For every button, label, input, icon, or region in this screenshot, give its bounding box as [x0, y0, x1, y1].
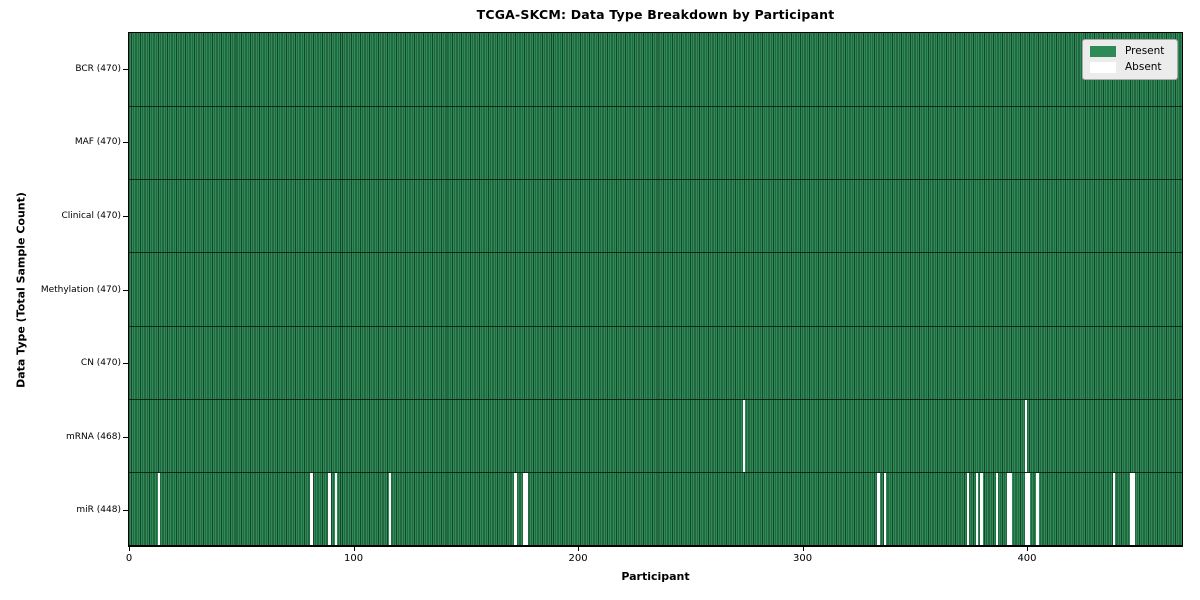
absent-stripe — [158, 472, 161, 545]
absent-stripe — [335, 472, 338, 545]
heatmap-row-Methylation — [129, 252, 1182, 325]
legend-label-absent: Absent — [1125, 61, 1162, 74]
legend-entry-absent: Absent — [1090, 62, 1169, 73]
legend-entry-present: Present — [1090, 46, 1169, 57]
absent-stripe — [877, 472, 880, 545]
heatmap-row-mRNA — [129, 398, 1182, 472]
x-axis-label: Participant — [621, 570, 690, 583]
absent-stripe — [966, 472, 970, 545]
absent-stripe — [884, 472, 887, 545]
absent-stripe — [523, 472, 526, 545]
absent-stripe — [996, 472, 999, 545]
absent-stripe — [388, 472, 392, 545]
y-tick-label: BCR (470) — [75, 63, 121, 74]
x-tick-label: 0 — [125, 553, 133, 564]
y-tick-label: MAF (470) — [74, 137, 121, 148]
y-tick-mark — [123, 68, 128, 70]
heatmap-row-MAF — [129, 106, 1182, 179]
absent-stripe — [1132, 472, 1135, 545]
absent-stripe — [1036, 472, 1039, 545]
x-tick-label: 100 — [344, 553, 364, 564]
absent-stripe — [328, 472, 331, 545]
absent-stripe — [980, 472, 983, 545]
absent-stripe — [1025, 399, 1028, 472]
absent-stripe — [742, 399, 746, 472]
absent-stripe — [1009, 472, 1012, 545]
absent-stripe — [310, 472, 313, 545]
x-tick-mark — [353, 547, 355, 551]
y-tick-label: Methylation (470) — [40, 284, 121, 295]
y-tick-mark — [123, 363, 128, 365]
present-swatch-icon — [1090, 46, 1116, 57]
legend: Present Absent — [1082, 39, 1178, 80]
heatmap-row-CN — [129, 325, 1182, 399]
x-tick-mark — [1026, 547, 1028, 551]
heatmap-row-Clinical — [129, 179, 1182, 252]
y-tick-label: Clinical (470) — [61, 210, 121, 221]
x-tick-label: 300 — [792, 553, 813, 564]
y-tick-mark — [123, 510, 128, 512]
x-tick-label: 200 — [568, 553, 588, 564]
y-tick-label: miR (448) — [76, 505, 121, 516]
y-tick-mark — [123, 289, 128, 291]
heatmap-row-miR — [129, 471, 1182, 545]
x-tick-label: 400 — [1017, 553, 1037, 564]
legend-label-present: Present — [1125, 45, 1165, 58]
y-tick-mark — [123, 215, 128, 217]
absent-stripe — [514, 472, 517, 545]
absent-stripe — [975, 472, 979, 545]
chart-title: TCGA-SKCM: Data Type Breakdown by Partic… — [476, 7, 835, 22]
x-tick-mark — [129, 547, 131, 551]
y-tick-label: CN (470) — [80, 358, 121, 369]
absent-swatch-icon — [1090, 62, 1116, 73]
absent-stripe — [1130, 472, 1133, 545]
plot-area — [128, 32, 1183, 547]
y-tick-label: mRNA (468) — [66, 431, 121, 442]
heatmap-row-BCR — [129, 33, 1182, 106]
y-tick-mark — [123, 436, 128, 438]
y-tick-mark — [123, 142, 128, 144]
absent-stripe — [525, 472, 528, 545]
absent-stripe — [1025, 472, 1028, 545]
x-tick-mark — [802, 547, 804, 551]
x-tick-mark — [578, 547, 580, 551]
absent-stripe — [1027, 472, 1030, 545]
absent-stripe — [1112, 472, 1115, 545]
absent-stripe — [1007, 472, 1010, 545]
